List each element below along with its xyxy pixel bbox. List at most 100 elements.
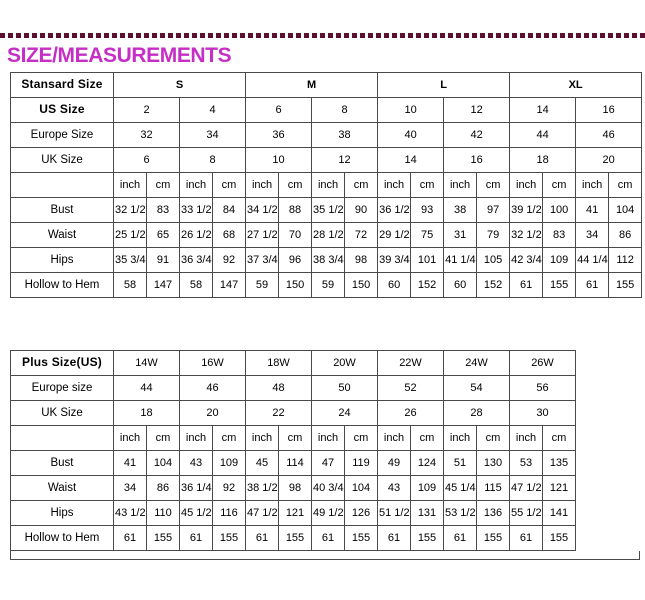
group-header-m: M bbox=[245, 72, 379, 98]
hollow-to-hem-value: 61 bbox=[509, 272, 544, 298]
uk-size-value: 6 bbox=[113, 147, 180, 173]
plus-waist-value: 92 bbox=[212, 475, 246, 501]
plus-bust-value: 45 bbox=[245, 450, 279, 476]
table-row-plus-waist: Waist 34 86 36 1/4 92 38 1/2 98 40 3/4 1… bbox=[10, 475, 644, 501]
plus-hollow-to-hem-value: 61 bbox=[443, 525, 477, 551]
europe-size-value: 42 bbox=[443, 122, 511, 148]
uk-size-value: 12 bbox=[311, 147, 379, 173]
plus-unit-inch: inch bbox=[311, 425, 345, 451]
waist-value: 31 bbox=[443, 222, 478, 248]
plus-waist-value: 115 bbox=[476, 475, 510, 501]
plus-bust-value: 53 bbox=[509, 450, 543, 476]
uk-size-value: 18 bbox=[509, 147, 577, 173]
hollow-to-hem-value: 152 bbox=[476, 272, 511, 298]
row-label-plus-europe-size: Europe size bbox=[10, 375, 114, 401]
plus-waist-value: 104 bbox=[344, 475, 378, 501]
europe-size-value: 34 bbox=[178, 122, 247, 148]
table-row-waist: Waist 25 1/2 65 26 1/2 68 27 1/2 70 28 1… bbox=[10, 222, 643, 248]
us-size-value: 14 bbox=[509, 97, 577, 123]
plus-europe-size-value: 56 bbox=[509, 375, 576, 401]
us-size-value: 4 bbox=[178, 97, 247, 123]
plus-europe-size-value: 44 bbox=[113, 375, 180, 401]
europe-size-value: 36 bbox=[245, 122, 313, 148]
plus-size-table: Plus Size(US) 14W 16W 18W 20W 22W 24W 26… bbox=[10, 350, 644, 551]
waist-value: 79 bbox=[476, 222, 511, 248]
row-label-us-size: US Size bbox=[10, 97, 114, 123]
hollow-to-hem-value: 147 bbox=[211, 272, 247, 298]
plus-hollow-to-hem-value: 155 bbox=[278, 525, 312, 551]
unit-inch: inch bbox=[179, 172, 213, 198]
table-row-plus-uk-size: UK Size 18 20 22 24 26 28 30 bbox=[10, 400, 644, 426]
hips-value: 98 bbox=[344, 247, 379, 273]
table-row-plus-bust: Bust 41 104 43 109 45 114 47 119 49 124 … bbox=[10, 450, 644, 476]
group-header-l: L bbox=[377, 72, 511, 98]
waist-value: 86 bbox=[608, 222, 643, 248]
us-size-value: 16 bbox=[575, 97, 643, 123]
plus-hollow-to-hem-value: 155 bbox=[476, 525, 510, 551]
plus-unit-inch: inch bbox=[443, 425, 477, 451]
plus-hips-value: 126 bbox=[344, 500, 378, 526]
table-row-plus-hollow-to-hem: Hollow to Hem 61 155 61 155 61 155 61 15… bbox=[10, 525, 644, 551]
standard-size-table: Stansard Size S M L XL US Size 2 4 6 8 1… bbox=[10, 72, 643, 298]
hips-value: 105 bbox=[476, 247, 511, 273]
waist-value: 70 bbox=[278, 222, 313, 248]
us-size-value: 8 bbox=[311, 97, 379, 123]
plus-bust-value: 124 bbox=[410, 450, 444, 476]
plus-hips-value: 131 bbox=[410, 500, 444, 526]
unit-cm: cm bbox=[542, 172, 577, 198]
plus-bust-value: 43 bbox=[179, 450, 213, 476]
plus-hollow-to-hem-value: 155 bbox=[542, 525, 576, 551]
bust-value: 33 1/2 bbox=[179, 197, 213, 223]
plus-uk-size-value: 26 bbox=[377, 400, 444, 426]
table-row-plus-hips: Hips 43 1/2 110 45 1/2 116 47 1/2 121 49… bbox=[10, 500, 644, 526]
row-label-plus-hips: Hips bbox=[10, 500, 114, 526]
plus-europe-size-value: 52 bbox=[377, 375, 444, 401]
hips-value: 37 3/4 bbox=[245, 247, 280, 273]
waist-value: 26 1/2 bbox=[179, 222, 213, 248]
hollow-to-hem-value: 59 bbox=[245, 272, 280, 298]
plus-size-header-22w: 22W bbox=[377, 350, 444, 376]
bust-value: 84 bbox=[211, 197, 247, 223]
plus-hips-value: 141 bbox=[542, 500, 576, 526]
europe-size-value: 44 bbox=[509, 122, 577, 148]
unit-cm: cm bbox=[278, 172, 313, 198]
plus-waist-value: 38 1/2 bbox=[245, 475, 279, 501]
unit-inch: inch bbox=[311, 172, 346, 198]
table-row-plus-europe-size: Europe size 44 46 48 50 52 54 56 bbox=[10, 375, 644, 401]
table-row-uk-size: UK Size 6 8 10 12 14 16 18 20 bbox=[10, 147, 643, 173]
plus-europe-size-value: 50 bbox=[311, 375, 378, 401]
plus-unit-inch: inch bbox=[245, 425, 279, 451]
plus-waist-value: 121 bbox=[542, 475, 576, 501]
plus-waist-value: 98 bbox=[278, 475, 312, 501]
plus-size-header-26w: 26W bbox=[509, 350, 576, 376]
plus-bust-value: 135 bbox=[542, 450, 576, 476]
unit-cm: cm bbox=[608, 172, 643, 198]
hollow-to-hem-value: 150 bbox=[344, 272, 379, 298]
plus-hips-value: 53 1/2 bbox=[443, 500, 477, 526]
table-row-hips: Hips 35 3/4 91 36 3/4 92 37 3/4 96 38 3/… bbox=[10, 247, 643, 273]
hips-value: 35 3/4 bbox=[113, 247, 147, 273]
plus-uk-size-value: 20 bbox=[179, 400, 246, 426]
table-row-bust: Bust 32 1/2 83 33 1/2 84 34 1/2 88 35 1/… bbox=[10, 197, 643, 223]
row-label-plus-waist: Waist bbox=[10, 475, 114, 501]
standard-corner-label: Stansard Size bbox=[10, 72, 114, 98]
hollow-to-hem-value: 152 bbox=[410, 272, 445, 298]
plus-size-header-20w: 20W bbox=[311, 350, 378, 376]
plus-unit-cm: cm bbox=[542, 425, 576, 451]
unit-inch: inch bbox=[377, 172, 412, 198]
plus-waist-value: 43 bbox=[377, 475, 411, 501]
hips-value: 101 bbox=[410, 247, 445, 273]
row-label-bust: Bust bbox=[10, 197, 114, 223]
table-row-plus-header: Plus Size(US) 14W 16W 18W 20W 22W 24W 26… bbox=[10, 350, 644, 376]
unit-inch: inch bbox=[245, 172, 280, 198]
plus-uk-size-value: 28 bbox=[443, 400, 510, 426]
hips-value: 44 1/4 bbox=[575, 247, 610, 273]
unit-cm: cm bbox=[211, 172, 247, 198]
row-label-europe-size: Europe Size bbox=[10, 122, 114, 148]
plus-bust-value: 47 bbox=[311, 450, 345, 476]
plus-bust-value: 104 bbox=[146, 450, 180, 476]
table-row-europe-size: Europe Size 32 34 36 38 40 42 44 46 bbox=[10, 122, 643, 148]
plus-uk-size-value: 24 bbox=[311, 400, 378, 426]
row-label-plus-hollow-to-hem: Hollow to Hem bbox=[10, 525, 114, 551]
waist-value: 29 1/2 bbox=[377, 222, 412, 248]
